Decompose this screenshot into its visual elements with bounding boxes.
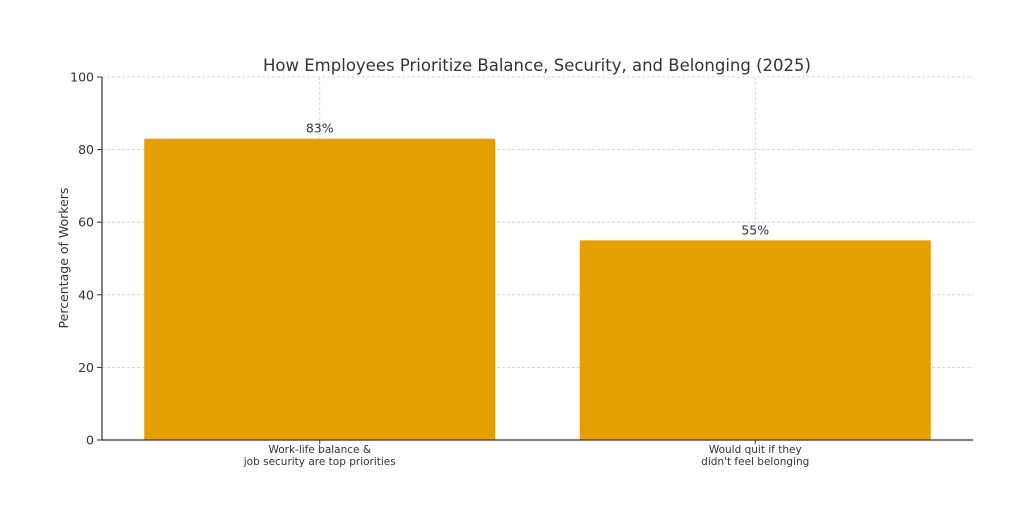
x-tick-label: Would quit if they xyxy=(709,444,802,456)
y-tick-label: 0 xyxy=(86,433,94,448)
y-axis-label: Percentage of Workers xyxy=(56,188,71,329)
bar xyxy=(579,240,931,440)
x-tick-label: job security are top priorities xyxy=(243,456,396,468)
data-label: 55% xyxy=(741,222,769,237)
chart-title: How Employees Prioritize Balance, Securi… xyxy=(263,56,811,75)
y-tick-label: 80 xyxy=(78,142,94,157)
data-label: 83% xyxy=(306,121,334,136)
bar xyxy=(144,138,496,440)
x-tick-label: Work-life balance & xyxy=(268,444,371,456)
y-tick-label: 20 xyxy=(78,360,94,375)
y-tick-label: 40 xyxy=(78,287,94,302)
y-tick-label: 100 xyxy=(70,70,94,85)
x-tick-label: didn't feel belonging xyxy=(701,456,809,468)
y-tick-label: 60 xyxy=(78,215,94,230)
